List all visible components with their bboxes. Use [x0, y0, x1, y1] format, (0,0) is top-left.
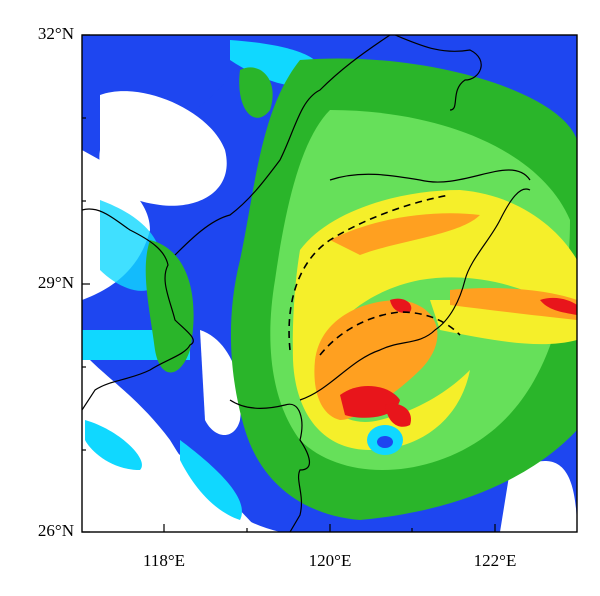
lon-label: 122°E — [474, 551, 517, 570]
tick-marks — [82, 34, 496, 533]
lon-label: 118°E — [143, 551, 185, 570]
reflectivity-field — [82, 35, 577, 532]
coastline — [82, 35, 531, 532]
lat-label: 32°N — [38, 24, 74, 43]
dashed-arcs — [288, 194, 461, 356]
lat-label: 29°N — [38, 273, 74, 292]
lat-label: 26°N — [38, 521, 74, 540]
lon-label: 120°E — [309, 551, 352, 570]
